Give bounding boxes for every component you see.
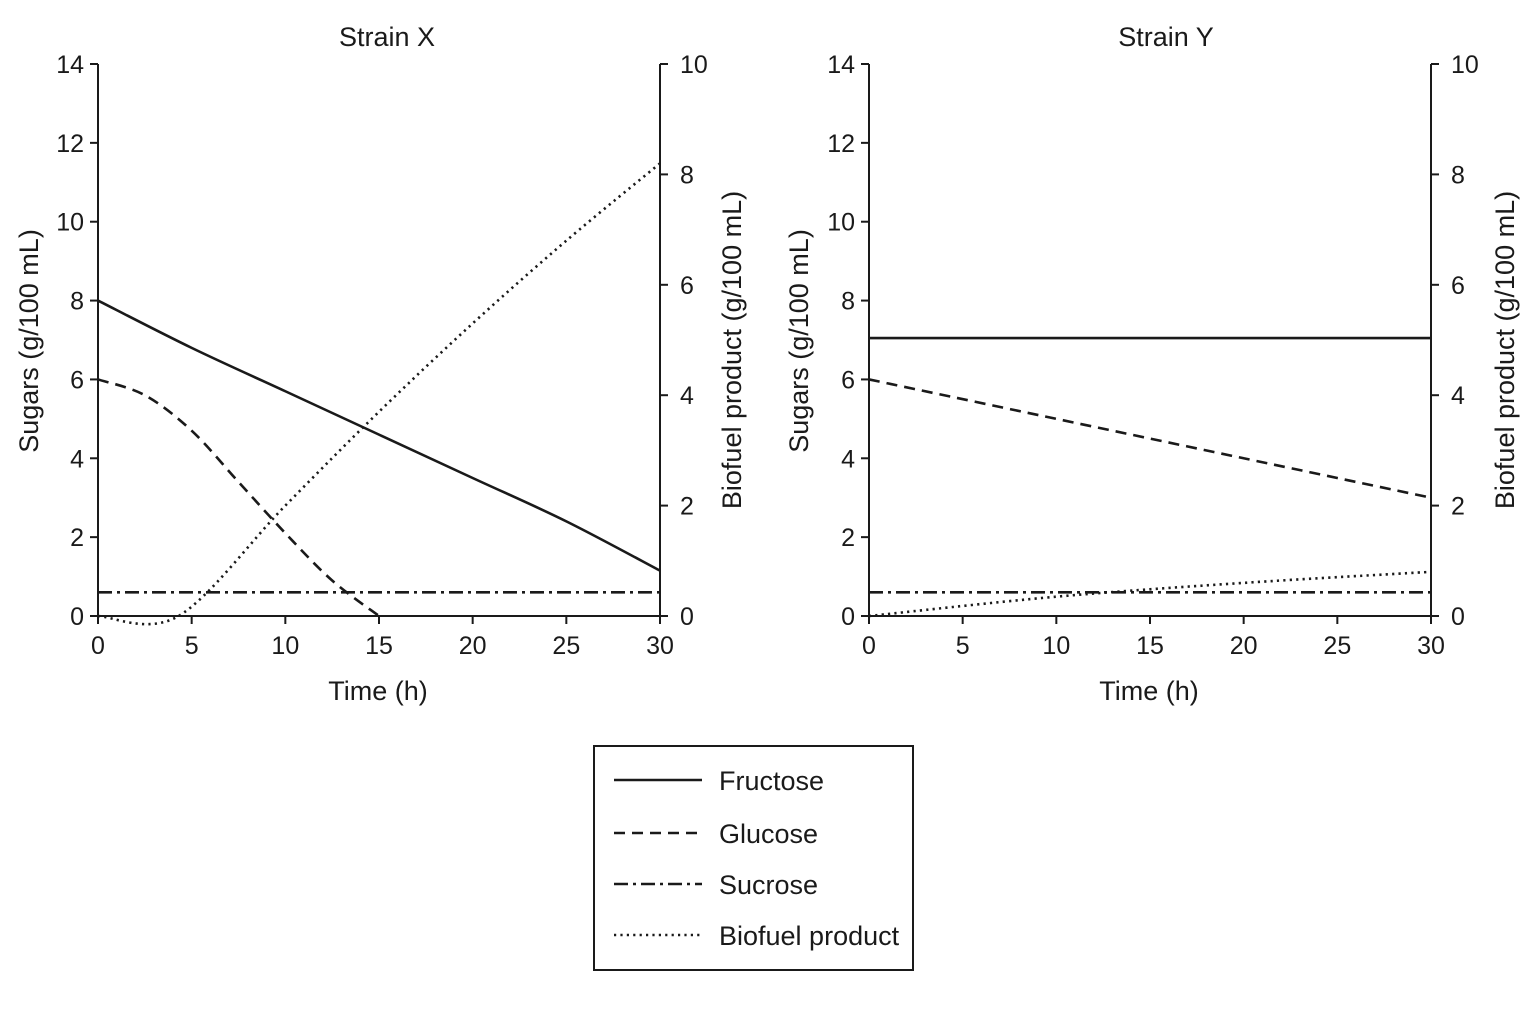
y2-axis-title: Biofuel product (g/100 mL) (1490, 191, 1520, 509)
series-line-fructose (97, 299, 661, 572)
y2-tick-label: 8 (1451, 161, 1465, 189)
legend: Fructose Glucose Sucrose Biofuel product (593, 745, 914, 971)
legend-box (593, 745, 914, 971)
y-tick-label: 0 (70, 603, 84, 631)
series-line-biofuel-product (868, 570, 1432, 618)
y2-axis-title: Biofuel product (g/100 mL) (717, 191, 747, 509)
y2-tick-label: 0 (1451, 603, 1465, 631)
series-line-glucose (868, 378, 1432, 499)
legend-label-biofuel: Biofuel product (719, 921, 900, 951)
y2-tick-label: 4 (1451, 382, 1465, 410)
y-tick-label: 0 (841, 603, 855, 631)
x-tick-label: 5 (185, 632, 199, 660)
legend-label-glucose: Glucose (719, 819, 818, 849)
x-tick-label: 0 (862, 632, 876, 660)
y-axis-title: Sugars (g/100 mL) (14, 229, 44, 453)
y2-tick-label: 2 (1451, 493, 1465, 521)
chart-strain-y: Strain Y Sugars (g/100 mL) Biofuel produ… (784, 22, 1520, 706)
x-tick-label: 5 (956, 632, 970, 660)
chart-title: Strain X (339, 22, 435, 52)
y-tick-label: 4 (841, 445, 855, 473)
x-axis-title: Time (h) (1099, 676, 1199, 706)
series-line-glucose (97, 378, 380, 618)
y-tick-label: 14 (827, 51, 855, 79)
y-axis-title: Sugars (g/100 mL) (784, 229, 814, 453)
y-tick-label: 12 (56, 130, 84, 158)
y-tick-label: 2 (841, 524, 855, 552)
y2-tick-label: 8 (680, 161, 694, 189)
y2-tick-label: 6 (1451, 272, 1465, 300)
y-tick-label: 10 (56, 209, 84, 237)
x-tick-label: 30 (1417, 632, 1445, 660)
legend-label-fructose: Fructose (719, 766, 824, 796)
x-tick-label: 30 (646, 632, 674, 660)
x-tick-label: 20 (459, 632, 487, 660)
x-tick-label: 25 (1323, 632, 1351, 660)
y-tick-label: 8 (70, 288, 84, 316)
y-tick-label: 12 (827, 130, 855, 158)
x-tick-label: 0 (91, 632, 105, 660)
y-tick-label: 4 (70, 445, 84, 473)
chart-title: Strain Y (1118, 22, 1214, 52)
y-tick-label: 8 (841, 288, 855, 316)
plot-series (97, 162, 661, 626)
series-line-biofuel-product (97, 162, 661, 626)
x-tick-label: 10 (271, 632, 299, 660)
y-tick-label: 6 (70, 366, 84, 394)
plot-series (868, 336, 1432, 618)
y2-tick-label: 2 (680, 493, 694, 521)
y-tick-label: 10 (827, 209, 855, 237)
y2-tick-label: 4 (680, 382, 694, 410)
x-tick-label: 15 (1136, 632, 1164, 660)
x-tick-label: 10 (1042, 632, 1070, 660)
y2-tick-label: 6 (680, 272, 694, 300)
legend-label-sucrose: Sucrose (719, 870, 818, 900)
y2-tick-label: 0 (680, 603, 694, 631)
x-tick-label: 25 (552, 632, 580, 660)
x-axis-title: Time (h) (328, 676, 428, 706)
y-tick-label: 6 (841, 366, 855, 394)
chart-strain-x: Strain X Sugars (g/100 mL) Biofuel produ… (14, 22, 747, 706)
x-tick-label: 15 (365, 632, 393, 660)
y2-tick-label: 10 (680, 51, 708, 79)
y-tick-label: 2 (70, 524, 84, 552)
y2-tick-label: 10 (1451, 51, 1479, 79)
x-tick-label: 20 (1230, 632, 1258, 660)
y-tick-label: 14 (56, 51, 84, 79)
